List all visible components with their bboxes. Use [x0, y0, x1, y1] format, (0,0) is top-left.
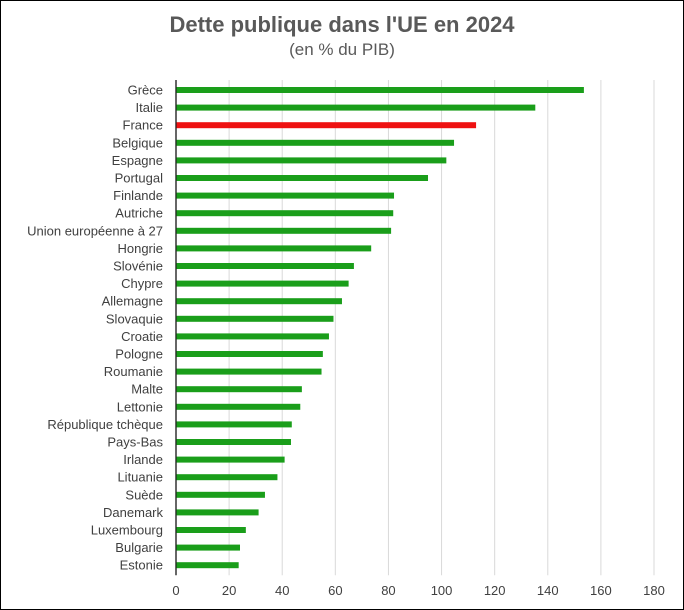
x-tick-label: 0 — [172, 583, 179, 598]
category-label: Croatie — [121, 329, 163, 344]
category-label: Lettonie — [117, 399, 163, 414]
x-tick-label: 20 — [222, 583, 236, 598]
category-label: Luxembourg — [91, 523, 163, 538]
bar — [176, 157, 447, 164]
category-label: Finlande — [113, 188, 163, 203]
bar — [176, 403, 301, 410]
category-label: Chypre — [121, 276, 163, 291]
bar — [176, 298, 342, 305]
bar — [176, 439, 291, 445]
bar — [176, 227, 392, 234]
category-label: Estonie — [120, 558, 163, 573]
category-label: Union européenne à 27 — [27, 223, 163, 238]
bar — [176, 351, 323, 357]
bar — [176, 456, 285, 463]
x-tick-label: 100 — [431, 583, 453, 598]
bar — [176, 87, 584, 93]
category-label: Hongrie — [117, 241, 163, 256]
bar — [176, 315, 334, 322]
bar — [176, 474, 278, 481]
bar — [176, 333, 329, 340]
category-label: Pologne — [115, 347, 163, 362]
bar — [176, 104, 536, 111]
bar — [176, 421, 292, 428]
category-label: Suède — [125, 487, 163, 502]
bar — [176, 491, 265, 498]
category-label: Bulgarie — [115, 540, 163, 555]
category-label: Slovaquie — [106, 311, 163, 326]
bar — [176, 263, 354, 269]
x-tick-label: 80 — [381, 583, 395, 598]
bar — [176, 368, 322, 375]
category-label: Malte — [131, 382, 163, 397]
category-label: Autriche — [115, 206, 163, 221]
category-label: Grèce — [128, 83, 163, 98]
category-label: Roumanie — [104, 364, 163, 379]
bar — [176, 175, 429, 181]
x-tick-label: 160 — [590, 583, 612, 598]
bar — [176, 139, 455, 146]
bar — [176, 245, 372, 252]
category-label: Italie — [136, 100, 163, 115]
category-label: Slovénie — [113, 259, 163, 274]
category-label: Portugal — [115, 171, 164, 186]
bar — [176, 562, 239, 569]
bar — [176, 509, 259, 516]
bar — [176, 544, 240, 551]
bar — [176, 280, 349, 287]
x-tick-label: 140 — [537, 583, 559, 598]
category-label: Belgique — [112, 135, 163, 150]
category-label: Pays-Bas — [107, 435, 163, 450]
x-tick-label: 120 — [484, 583, 506, 598]
category-label: République tchèque — [47, 417, 163, 432]
bar — [176, 386, 302, 393]
category-label: Irlande — [123, 452, 163, 467]
x-tick-label: 180 — [643, 583, 665, 598]
bar — [176, 210, 394, 217]
x-tick-label: 60 — [328, 583, 342, 598]
bar — [176, 192, 395, 199]
bar — [176, 122, 477, 129]
chart-subtitle: (en % du PIB) — [289, 40, 395, 59]
bar — [176, 527, 246, 533]
category-label: Espagne — [112, 153, 163, 168]
category-label: France — [123, 118, 163, 133]
category-label: Allemagne — [102, 294, 163, 309]
chart-title: Dette publique dans l'UE en 2024 — [169, 12, 515, 37]
category-label: Lituanie — [117, 470, 163, 485]
category-label: Danemark — [103, 505, 163, 520]
x-tick-label: 40 — [275, 583, 289, 598]
